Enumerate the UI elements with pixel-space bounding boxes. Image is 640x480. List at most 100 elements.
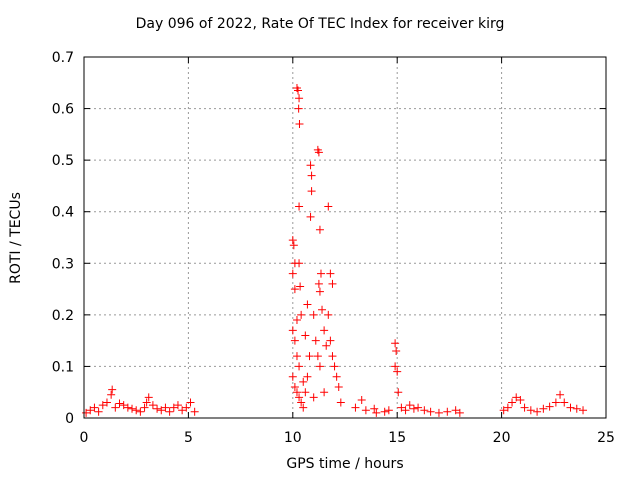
y-tick-label: 0.2 <box>52 308 74 324</box>
data-point <box>303 372 312 381</box>
data-point <box>391 339 400 348</box>
data-point <box>288 372 297 381</box>
data-point <box>579 406 588 415</box>
data-point <box>136 407 145 416</box>
data-points <box>82 83 588 417</box>
y-tick-label: 0.7 <box>52 50 74 66</box>
data-point <box>292 352 301 361</box>
data-point <box>289 241 298 250</box>
data-point <box>426 407 435 416</box>
data-point <box>295 393 304 402</box>
data-point <box>290 285 299 294</box>
data-point <box>394 388 403 397</box>
data-point <box>153 404 162 413</box>
data-point <box>186 398 195 407</box>
data-point <box>301 331 310 340</box>
data-point <box>98 401 107 410</box>
data-point <box>301 388 310 397</box>
data-point <box>326 269 335 278</box>
plot-frame <box>83 56 607 419</box>
data-point <box>316 269 325 278</box>
data-point <box>539 404 548 413</box>
y-tick-label: 0.5 <box>52 153 74 169</box>
data-point <box>307 187 316 196</box>
data-point <box>307 171 316 180</box>
data-point <box>108 385 117 394</box>
data-point <box>330 362 339 371</box>
data-point <box>384 406 393 415</box>
chart-title: Day 096 of 2022, Rate Of TEC Index for r… <box>135 16 505 32</box>
data-point <box>315 287 324 296</box>
data-point <box>182 403 191 412</box>
data-point <box>393 367 402 376</box>
data-point <box>309 310 318 319</box>
data-point <box>401 406 410 415</box>
data-point <box>328 352 337 361</box>
data-point <box>455 408 464 417</box>
data-point <box>144 393 153 402</box>
data-point <box>397 403 406 412</box>
data-point <box>320 326 329 335</box>
data-point <box>190 407 199 416</box>
data-point <box>295 202 304 211</box>
data-point <box>315 225 324 234</box>
data-point <box>322 341 331 350</box>
data-point <box>82 408 91 417</box>
data-point <box>332 372 341 381</box>
data-point <box>306 212 315 221</box>
data-point <box>173 401 182 410</box>
x-tick-label: 10 <box>284 430 302 446</box>
data-point <box>142 398 151 407</box>
x-tick-label: 20 <box>493 430 511 446</box>
data-point <box>292 388 301 397</box>
data-point <box>305 352 314 361</box>
data-point <box>372 408 381 417</box>
data-point <box>288 236 297 245</box>
data-point <box>326 336 335 345</box>
data-point <box>357 395 366 404</box>
data-point <box>503 403 512 412</box>
data-point <box>295 362 304 371</box>
data-point <box>533 407 542 416</box>
data-point <box>315 362 324 371</box>
data-point <box>499 406 508 415</box>
data-point <box>314 279 323 288</box>
data-point <box>309 393 318 402</box>
y-tick-label: 0.4 <box>52 205 74 221</box>
data-point <box>516 395 525 404</box>
y-tick-label: 0.3 <box>52 256 74 272</box>
data-point <box>119 401 128 410</box>
data-point <box>299 403 308 412</box>
x-tick-label: 5 <box>184 430 193 446</box>
y-tick-label: 0.1 <box>52 359 74 375</box>
grid <box>84 57 606 418</box>
data-point <box>314 148 323 157</box>
data-point <box>292 316 301 325</box>
data-point <box>556 390 565 399</box>
data-point <box>351 403 360 412</box>
data-point <box>409 404 418 413</box>
data-point <box>328 279 337 288</box>
y-tick-label: 0 <box>65 411 74 427</box>
data-point <box>551 398 560 407</box>
data-point <box>434 408 443 417</box>
data-point <box>414 403 423 412</box>
x-axis-label: GPS time / hours <box>286 456 404 472</box>
data-point <box>94 407 103 416</box>
data-point <box>306 161 315 170</box>
data-point <box>128 404 137 413</box>
axis-ticks: 0 5 10 15 20 25 0 0.1 0.2 0.3 0.4 0.5 0.6 0.7 <box>52 50 615 446</box>
data-point <box>420 406 429 415</box>
data-point <box>324 310 333 319</box>
data-point <box>572 404 581 413</box>
data-point <box>508 398 517 407</box>
data-point <box>123 403 132 412</box>
data-point <box>324 202 333 211</box>
data-point <box>296 282 305 291</box>
data-point <box>443 407 452 416</box>
data-point <box>111 403 120 412</box>
data-point <box>451 406 460 415</box>
data-point <box>380 407 389 416</box>
data-point <box>132 406 141 415</box>
